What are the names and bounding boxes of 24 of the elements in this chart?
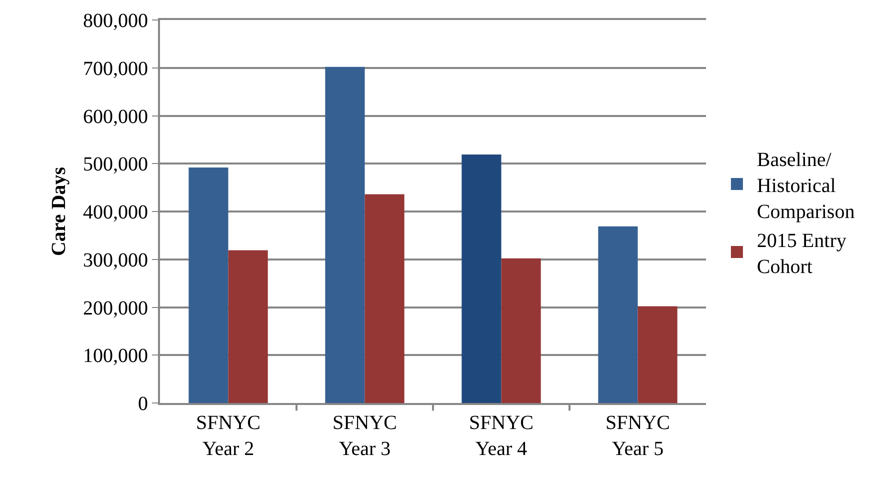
bar	[188, 167, 228, 403]
bar	[638, 306, 678, 403]
bar	[501, 258, 541, 403]
legend-label: 2015 Entry Cohort	[756, 230, 846, 278]
x-tick-label: SFNYC Year 4	[469, 412, 534, 460]
y-tick-label: 600,000	[83, 106, 148, 128]
bar	[364, 194, 404, 403]
y-axis-title: Care Days	[48, 166, 70, 256]
y-tick-label: 0	[138, 393, 148, 415]
y-tick-label: 400,000	[83, 202, 148, 224]
y-tick-label: 100,000	[83, 345, 148, 368]
legend-label: Baseline/ Historical Comparison	[756, 148, 855, 223]
x-tick-label: SFNYC Year 3	[332, 412, 397, 460]
y-tick-label: 200,000	[83, 297, 148, 320]
y-tick-label: 800,000	[83, 10, 148, 32]
bar	[598, 226, 638, 403]
bar	[462, 154, 502, 403]
y-tick-label: 700,000	[83, 58, 148, 80]
y-tick-label: 500,000	[83, 154, 148, 176]
x-tick-label: SFNYC Year 5	[606, 412, 670, 460]
y-tick-label: 300,000	[83, 249, 148, 272]
bar	[228, 250, 268, 403]
x-tick-label: SFNYC Year 2	[196, 412, 260, 460]
bar	[325, 66, 365, 403]
